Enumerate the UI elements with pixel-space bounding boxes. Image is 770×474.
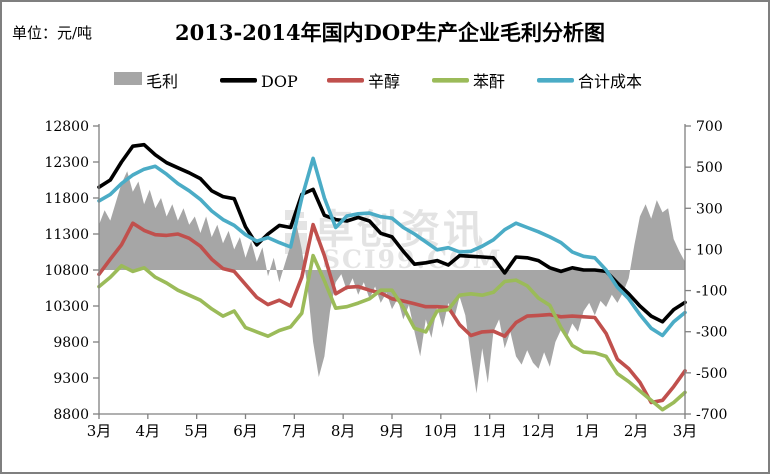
axes xyxy=(93,124,691,419)
y-right-tick-label: 500 xyxy=(696,160,723,176)
legend-label: 辛醇 xyxy=(368,72,400,91)
y-left-tick-label: 10300 xyxy=(44,299,89,315)
x-tick-label: 3月 xyxy=(673,422,698,440)
series-line-合计成本 xyxy=(97,156,687,338)
axis-labels: 12800 12300 11800 11300 10800 10300 9800 9300 88… xyxy=(44,119,727,440)
legend-label: DOP xyxy=(261,72,298,91)
unit-label: 单位：元/吨 xyxy=(12,24,92,42)
series-line-苯酐 xyxy=(97,253,687,412)
series-line-辛醇 xyxy=(97,221,687,405)
y-right-tick-label: -300 xyxy=(696,325,727,341)
x-tick-label: 4月 xyxy=(136,422,161,440)
y-left-tick-label: 8800 xyxy=(53,407,89,423)
y-left-tick-label: 11800 xyxy=(44,191,89,207)
legend-swatch-line xyxy=(327,78,364,83)
legend-label: 毛利 xyxy=(146,72,178,91)
legend-label: 合计成本 xyxy=(578,72,642,91)
legend-item-辛醇: 辛醇 xyxy=(327,72,400,91)
legend-item-DOP: DOP xyxy=(220,72,298,91)
y-right-tick-label: -700 xyxy=(696,407,727,423)
plot-area xyxy=(97,142,687,412)
y-left-tick-label: 12300 xyxy=(44,155,89,171)
x-tick-label: 8月 xyxy=(331,422,356,440)
x-tick-label: 9月 xyxy=(380,422,405,440)
x-tick-label: 5月 xyxy=(184,422,209,440)
x-tick-label: 7月 xyxy=(282,422,307,440)
legend-item-合计成本: 合计成本 xyxy=(537,72,642,91)
x-tick-label: 12月 xyxy=(521,422,555,440)
legend-item-毛利: 毛利 xyxy=(114,72,178,91)
series-line-DOP xyxy=(97,142,687,324)
x-tick-label: 6月 xyxy=(233,422,258,440)
y-left-tick-label: 11300 xyxy=(44,227,89,243)
y-left-tick-label: 12800 xyxy=(44,119,89,135)
legend-swatch-line xyxy=(432,78,469,83)
y-left-tick-label: 9300 xyxy=(53,371,89,387)
y-right-tick-label: 300 xyxy=(696,201,723,217)
y-left-tick-label: 9800 xyxy=(53,335,89,351)
y-right-tick-label: 100 xyxy=(696,242,723,258)
x-tick-label: 10月 xyxy=(424,422,458,440)
legend-swatch-line xyxy=(537,78,574,83)
legend-label: 苯酐 xyxy=(473,72,505,91)
y-right-tick-label: -100 xyxy=(696,284,727,300)
legend-item-苯酐: 苯酐 xyxy=(432,72,505,91)
y-left-tick-label: 10800 xyxy=(44,263,89,279)
watermark: 卓创资讯 SCI99.COM xyxy=(285,206,501,274)
legend: 毛利 DOP 辛醇 苯酐 合计成本 xyxy=(114,72,642,91)
chart-title: 2013-2014年国内DOP生产企业毛利分析图 xyxy=(175,20,605,45)
y-right-tick-label: -500 xyxy=(696,366,727,382)
y-right-tick-label: 700 xyxy=(696,119,723,135)
legend-swatch-area xyxy=(114,72,142,85)
x-tick-label: 11月 xyxy=(473,422,507,440)
legend-swatch-line xyxy=(220,78,257,83)
margin-area-series xyxy=(99,171,685,394)
x-tick-label: 3月 xyxy=(87,422,112,440)
x-tick-label: 2月 xyxy=(624,422,649,440)
x-tick-label: 1月 xyxy=(575,422,600,440)
